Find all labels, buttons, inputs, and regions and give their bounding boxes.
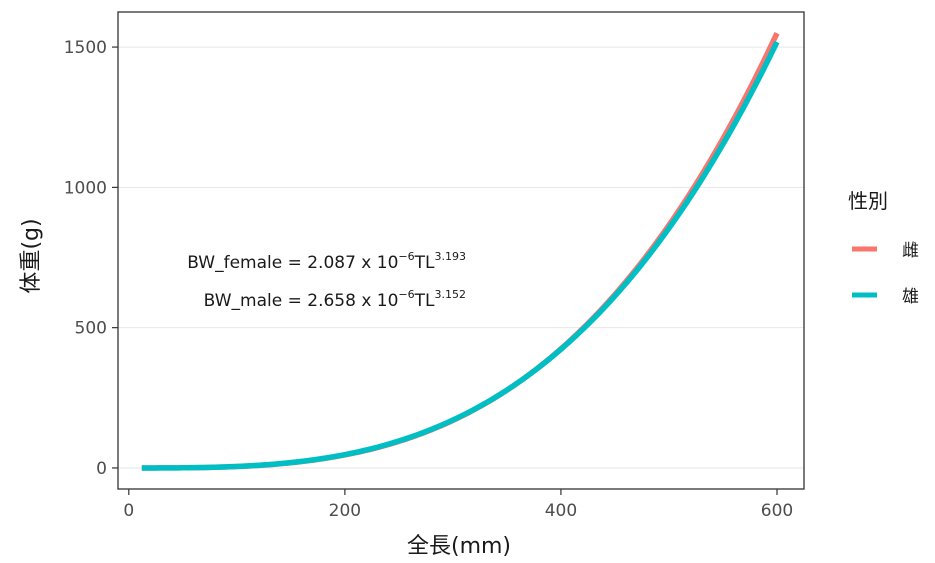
y-tick-label: 0: [96, 459, 107, 479]
legend-label-female: 雌: [902, 241, 919, 261]
y-tick-label: 1000: [64, 178, 107, 198]
x-tick-label: 400: [545, 501, 577, 521]
y-tick-label: 500: [75, 319, 107, 339]
y-axis-title: 体重(g): [19, 218, 44, 293]
series-lines: [141, 32, 780, 471]
x-tick-label: 200: [329, 501, 361, 521]
annotation-female: BW_female = 2.087 x 10−6TL3.193: [187, 250, 466, 273]
legend-label-male: 雄: [902, 287, 919, 307]
legend-title: 性別: [848, 189, 888, 213]
series-line-male: [141, 40, 780, 471]
annotation-male: BW_male = 2.658 x 10−6TL3.152: [204, 288, 466, 311]
x-tick-label: 600: [761, 501, 793, 521]
x-axis-title: 全長(mm): [407, 534, 511, 559]
legend: 性別 雌 雄: [848, 189, 919, 307]
x-tick-label: 0: [123, 501, 134, 521]
plot-panel-border: [117, 11, 805, 490]
axis-ticks: 0 500 1000 1500 0 200 400 600: [64, 38, 793, 521]
grid: [118, 46, 804, 469]
y-tick-label: 1500: [64, 38, 107, 58]
